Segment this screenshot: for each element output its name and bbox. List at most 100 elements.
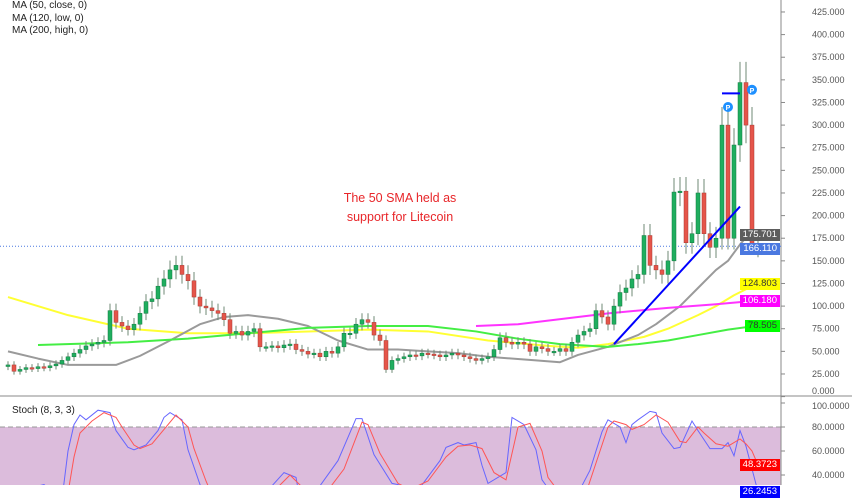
candle — [443, 354, 449, 358]
candle — [671, 191, 677, 262]
price-tick-label: 150.000 — [812, 256, 845, 266]
candle — [365, 319, 371, 323]
candle — [737, 82, 743, 146]
candle — [533, 346, 539, 352]
candle — [11, 364, 17, 372]
candle — [239, 331, 245, 336]
candle — [545, 348, 551, 352]
candle — [287, 343, 293, 346]
candle — [197, 296, 203, 307]
pivot-marker-label: P — [726, 105, 731, 112]
candle — [539, 346, 545, 349]
candle — [653, 265, 659, 271]
price-chart[interactable]: 0.000 25.000 50.000 75.000 100.000 125.000 150… — [0, 0, 852, 485]
candle — [167, 269, 173, 280]
ma-line-3 — [475, 299, 759, 328]
candle — [341, 333, 347, 348]
candle — [65, 356, 71, 361]
candle — [419, 352, 425, 357]
legend-ma200[interactable]: MA (200, high, 0) — [12, 25, 89, 36]
candle — [395, 358, 401, 361]
candle — [617, 292, 623, 307]
candle — [731, 144, 737, 239]
candle — [713, 237, 719, 248]
candle — [563, 348, 569, 352]
candle — [317, 352, 323, 358]
stoch-line-1 — [68, 412, 759, 485]
stoch-tick-label: 40.0000 — [812, 470, 845, 480]
stoch-label: 48.3723 — [739, 458, 780, 471]
candle — [17, 369, 23, 372]
candle — [389, 360, 395, 370]
candle — [629, 278, 635, 289]
candle — [359, 319, 365, 325]
candle — [425, 352, 431, 355]
candle — [191, 280, 197, 298]
candle — [137, 313, 143, 325]
candle — [41, 366, 47, 369]
candle — [665, 260, 671, 275]
candle — [659, 269, 665, 275]
candle — [125, 325, 131, 330]
candle — [143, 301, 149, 314]
candle — [155, 285, 161, 300]
price-label: 124.803 — [739, 277, 780, 290]
price-tick-label: 125.000 — [812, 278, 845, 288]
price-tick-label: 350.000 — [812, 75, 845, 85]
candle — [221, 313, 227, 320]
candle — [131, 323, 137, 330]
candle — [497, 337, 503, 350]
annotation-line-2: support for Litecoin — [346, 210, 454, 224]
candle — [695, 192, 701, 234]
candle — [383, 340, 389, 370]
candle — [413, 354, 419, 357]
candle — [581, 331, 587, 336]
legend-ma50[interactable]: MA (50, close, 0) — [12, 0, 88, 11]
candle — [263, 346, 269, 349]
stoch-line-0 — [40, 409, 757, 485]
candle — [203, 305, 209, 309]
candle — [77, 349, 83, 354]
candle — [485, 356, 491, 359]
annotation-line-1: The 50 SMA held as — [343, 191, 457, 205]
candle — [47, 365, 53, 368]
candle — [119, 322, 125, 327]
candle — [95, 342, 101, 345]
candle — [173, 265, 179, 271]
candle — [509, 342, 515, 345]
price-tick-label: 375.000 — [812, 52, 845, 62]
stoch-tick-label: 80.0000 — [812, 422, 845, 432]
candle — [461, 354, 467, 358]
pivot-marker-icon — [723, 102, 733, 112]
chart-annotation: The 50 SMA held as support for Litecoin — [300, 189, 500, 227]
candle — [281, 344, 287, 348]
price-tick-label: 250.000 — [812, 165, 845, 175]
price-label: 106.180 — [739, 294, 780, 307]
candle — [257, 328, 263, 348]
candle — [551, 351, 557, 354]
candle — [587, 328, 593, 332]
candle — [725, 124, 731, 239]
candle — [557, 348, 563, 352]
candle — [101, 340, 107, 343]
candle — [323, 351, 329, 358]
candle — [473, 358, 479, 361]
stoch-tick-label: 100.0000 — [812, 401, 850, 411]
price-tick-label: 0.000 — [812, 386, 835, 396]
candle — [29, 367, 35, 370]
candle — [149, 298, 155, 302]
candle — [71, 352, 77, 358]
candle — [623, 287, 629, 293]
candle — [299, 349, 305, 352]
candle — [647, 235, 653, 266]
price-tick-label: 225.000 — [812, 188, 845, 198]
candle — [635, 274, 641, 280]
candle — [107, 310, 113, 341]
candle — [569, 342, 575, 352]
stoch-title[interactable]: Stoch (8, 3, 3) — [12, 405, 75, 416]
price-tick-label: 75.000 — [812, 324, 840, 334]
legend-ma120[interactable]: MA (120, low, 0) — [12, 12, 84, 24]
candle — [641, 235, 647, 275]
pivot-marker-label: P — [750, 88, 755, 95]
candle — [683, 190, 689, 243]
